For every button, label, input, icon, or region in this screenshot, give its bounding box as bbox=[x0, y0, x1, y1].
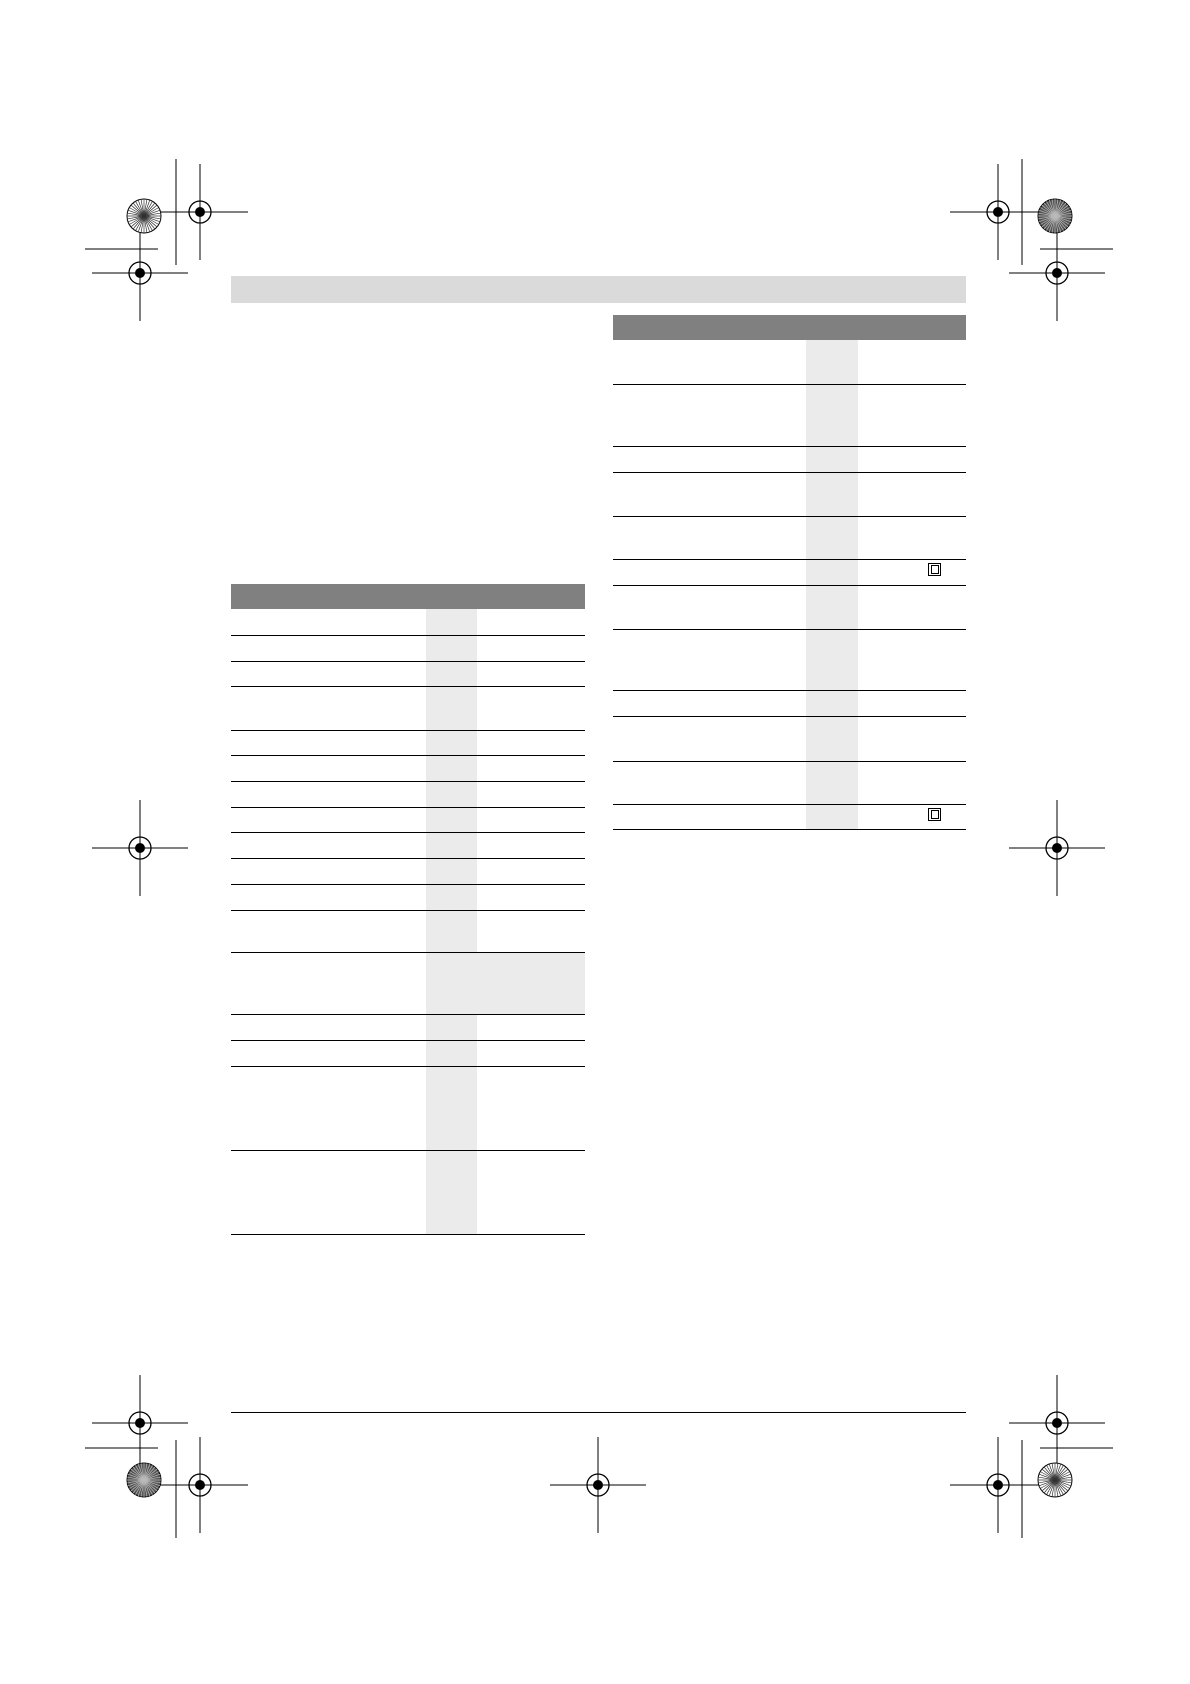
row-divider bbox=[613, 585, 966, 586]
crosshair-circle-icon bbox=[986, 1473, 1010, 1497]
row-divider bbox=[613, 472, 966, 473]
row-divider bbox=[613, 446, 966, 447]
double-square-icon bbox=[928, 563, 941, 576]
crosshair-circle-icon bbox=[586, 1473, 610, 1497]
registration-dot bbox=[993, 1480, 1003, 1490]
row-divider bbox=[231, 910, 585, 911]
registration-dot bbox=[135, 1418, 145, 1428]
row-divider bbox=[231, 1234, 585, 1235]
row-divider bbox=[231, 730, 585, 731]
registration-dot bbox=[195, 207, 205, 217]
registration-dot bbox=[1052, 1418, 1062, 1428]
row-divider bbox=[613, 716, 966, 717]
crosshair-circle-icon bbox=[1045, 836, 1069, 860]
footer-rule bbox=[231, 1412, 966, 1413]
right-table-header bbox=[613, 315, 966, 340]
registration-dot bbox=[1052, 843, 1062, 853]
left-table-header bbox=[231, 584, 585, 609]
right-table-value-column bbox=[806, 340, 858, 829]
crosshair-circle-icon bbox=[986, 200, 1010, 224]
row-divider bbox=[231, 858, 585, 859]
row-divider bbox=[231, 661, 585, 662]
crosshair-circle-icon bbox=[128, 836, 152, 860]
row-divider bbox=[613, 804, 966, 805]
row-divider bbox=[613, 761, 966, 762]
row-divider bbox=[231, 884, 585, 885]
double-square-icon bbox=[928, 808, 941, 821]
left-table-value-column bbox=[426, 609, 477, 1234]
crosshair-circle-icon bbox=[128, 261, 152, 285]
row-divider bbox=[231, 755, 585, 756]
left-table-shaded-row bbox=[426, 952, 585, 1014]
row-divider bbox=[613, 690, 966, 691]
row-divider bbox=[231, 635, 585, 636]
row-divider bbox=[613, 629, 966, 630]
crosshair-circle-icon bbox=[188, 1473, 212, 1497]
page-header-band bbox=[231, 276, 966, 303]
row-divider bbox=[231, 1066, 585, 1067]
row-divider bbox=[231, 807, 585, 808]
crosshair-circle-icon bbox=[188, 200, 212, 224]
row-divider bbox=[613, 384, 966, 385]
row-divider bbox=[231, 1040, 585, 1041]
row-divider bbox=[613, 516, 966, 517]
registration-dot bbox=[195, 1480, 205, 1490]
registration-dot bbox=[135, 268, 145, 278]
crosshair-circle-icon bbox=[1045, 1411, 1069, 1435]
row-divider bbox=[231, 1014, 585, 1015]
crosshair-circle-icon bbox=[1045, 261, 1069, 285]
row-divider bbox=[231, 952, 585, 953]
crosshair-circle-icon bbox=[128, 1411, 152, 1435]
row-divider bbox=[613, 559, 966, 560]
registration-dot bbox=[993, 207, 1003, 217]
row-divider bbox=[231, 686, 585, 687]
registration-dot bbox=[593, 1480, 603, 1490]
registration-dot bbox=[1052, 268, 1062, 278]
row-divider bbox=[613, 829, 966, 830]
registration-dot bbox=[135, 843, 145, 853]
row-divider bbox=[231, 781, 585, 782]
row-divider bbox=[231, 1150, 585, 1151]
row-divider bbox=[231, 832, 585, 833]
